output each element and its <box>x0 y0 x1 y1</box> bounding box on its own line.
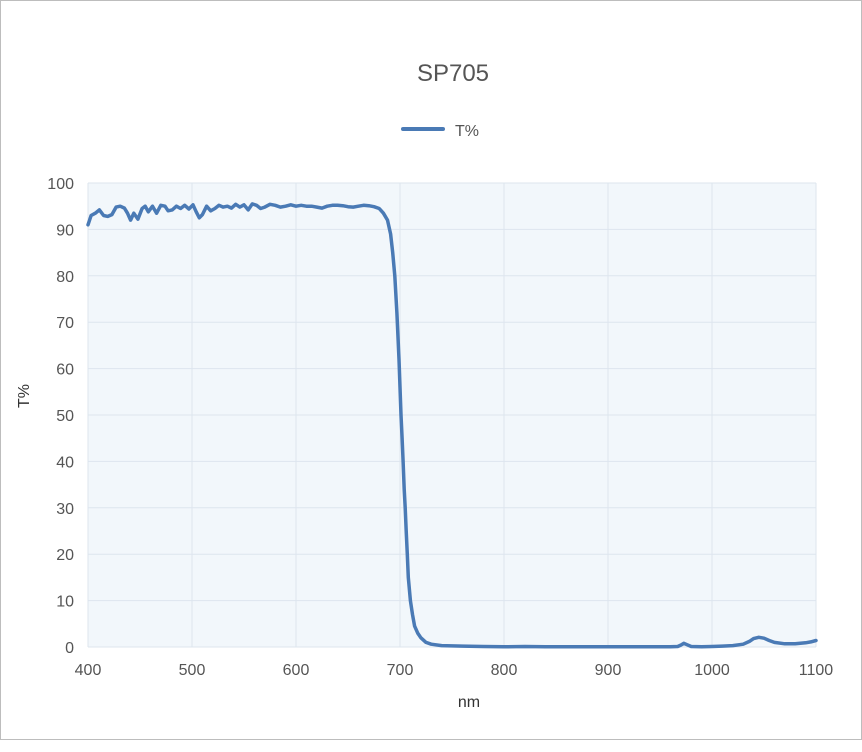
series-group <box>86 202 818 649</box>
grid <box>87 182 817 648</box>
y-tick-label: 100 <box>47 176 74 193</box>
x-axis-label: nm <box>458 694 480 711</box>
x-axis-ticks: 400 500 600 700 800 900 1000 1100 <box>75 662 834 679</box>
x-tick-label: 700 <box>387 662 414 679</box>
x-tick-label: 400 <box>75 662 102 679</box>
y-axis-label: T% <box>16 384 33 408</box>
y-tick-label: 80 <box>56 269 74 286</box>
y-tick-label: 60 <box>56 362 74 379</box>
y-tick-label: 90 <box>56 222 74 239</box>
y-tick-label: 20 <box>56 547 74 564</box>
chart-svg: SP705 T% 400 500 600 700 800 900 1000 1100 0 10 2… <box>16 60 834 711</box>
chart-title: SP705 <box>417 60 489 87</box>
x-tick-label: 500 <box>179 662 206 679</box>
legend[interactable]: T% <box>401 123 479 140</box>
y-tick-label: 70 <box>56 315 74 332</box>
series-line-transmission <box>86 202 818 649</box>
x-tick-label: 600 <box>283 662 310 679</box>
y-tick-label: 40 <box>56 454 74 471</box>
legend-label: T% <box>455 123 479 140</box>
y-tick-label: 10 <box>56 594 74 611</box>
y-tick-label: 0 <box>65 640 74 657</box>
y-tick-label: 30 <box>56 501 74 518</box>
y-axis-ticks: 0 10 20 30 40 50 60 70 80 90 100 <box>47 176 74 657</box>
x-tick-label: 800 <box>491 662 518 679</box>
x-tick-label: 1100 <box>799 662 834 679</box>
x-tick-label: 900 <box>595 662 622 679</box>
y-tick-label: 50 <box>56 408 74 425</box>
x-tick-label: 1000 <box>694 662 730 679</box>
